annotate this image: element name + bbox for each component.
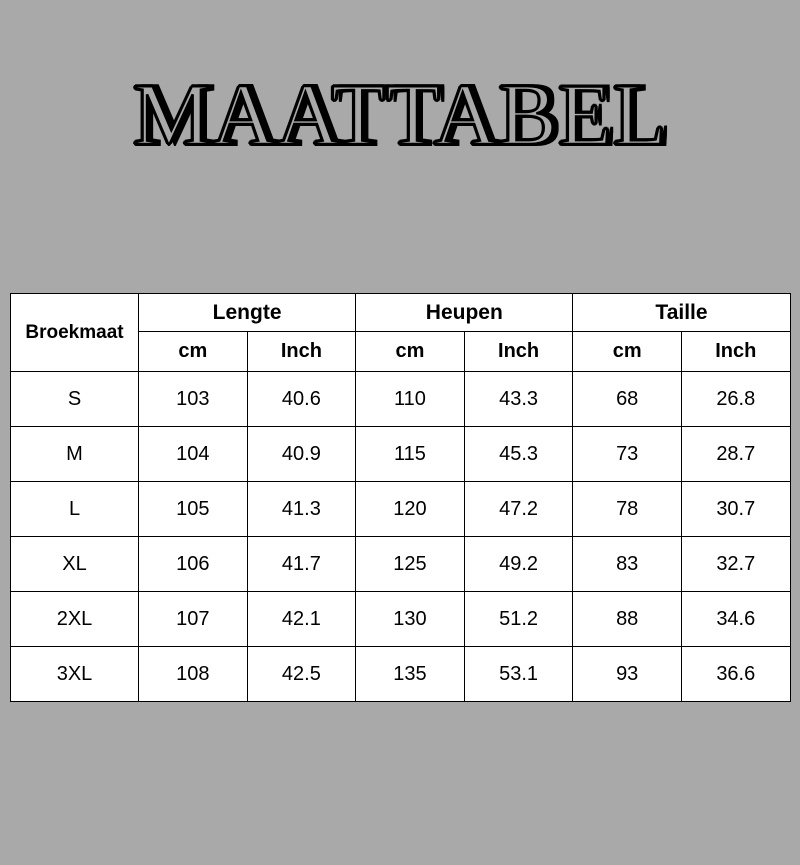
header-size: Broekmaat bbox=[11, 294, 139, 372]
cell-value: 51.2 bbox=[464, 592, 573, 647]
header-group-lengte: Lengte bbox=[139, 294, 356, 332]
page-title: MAATTABEL bbox=[0, 65, 800, 166]
cell-value: 47.2 bbox=[464, 482, 573, 537]
cell-value: 40.6 bbox=[247, 372, 356, 427]
cell-value: 93 bbox=[573, 647, 682, 702]
header-sub: Inch bbox=[681, 332, 790, 372]
table-row: L10541.312047.27830.7 bbox=[11, 482, 791, 537]
cell-value: 42.1 bbox=[247, 592, 356, 647]
table-row: XL10641.712549.28332.7 bbox=[11, 537, 791, 592]
cell-value: 78 bbox=[573, 482, 682, 537]
table-row: S10340.611043.36826.8 bbox=[11, 372, 791, 427]
header-group-taille: Taille bbox=[573, 294, 790, 332]
cell-value: 53.1 bbox=[464, 647, 573, 702]
cell-value: 32.7 bbox=[681, 537, 790, 592]
cell-size: L bbox=[11, 482, 139, 537]
header-sub: Inch bbox=[464, 332, 573, 372]
cell-value: 135 bbox=[356, 647, 465, 702]
table-head: Broekmaat Lengte Heupen Taille cm Inch c… bbox=[11, 294, 791, 372]
header-sub: cm bbox=[139, 332, 248, 372]
cell-size: 3XL bbox=[11, 647, 139, 702]
cell-value: 130 bbox=[356, 592, 465, 647]
cell-value: 34.6 bbox=[681, 592, 790, 647]
cell-value: 30.7 bbox=[681, 482, 790, 537]
cell-value: 73 bbox=[573, 427, 682, 482]
table-row: 3XL10842.513553.19336.6 bbox=[11, 647, 791, 702]
cell-value: 26.8 bbox=[681, 372, 790, 427]
cell-value: 83 bbox=[573, 537, 682, 592]
cell-size: S bbox=[11, 372, 139, 427]
cell-value: 36.6 bbox=[681, 647, 790, 702]
cell-value: 107 bbox=[139, 592, 248, 647]
header-group-heupen: Heupen bbox=[356, 294, 573, 332]
header-sub: cm bbox=[573, 332, 682, 372]
table-body: S10340.611043.36826.8M10440.911545.37328… bbox=[11, 372, 791, 702]
table-row: M10440.911545.37328.7 bbox=[11, 427, 791, 482]
cell-value: 41.7 bbox=[247, 537, 356, 592]
size-table-container: Broekmaat Lengte Heupen Taille cm Inch c… bbox=[10, 293, 790, 702]
cell-value: 49.2 bbox=[464, 537, 573, 592]
cell-value: 104 bbox=[139, 427, 248, 482]
cell-value: 28.7 bbox=[681, 427, 790, 482]
cell-value: 110 bbox=[356, 372, 465, 427]
cell-value: 120 bbox=[356, 482, 465, 537]
cell-value: 42.5 bbox=[247, 647, 356, 702]
cell-value: 108 bbox=[139, 647, 248, 702]
cell-value: 68 bbox=[573, 372, 682, 427]
header-sub: cm bbox=[356, 332, 465, 372]
cell-value: 115 bbox=[356, 427, 465, 482]
cell-value: 125 bbox=[356, 537, 465, 592]
cell-value: 88 bbox=[573, 592, 682, 647]
cell-value: 105 bbox=[139, 482, 248, 537]
cell-value: 106 bbox=[139, 537, 248, 592]
cell-value: 45.3 bbox=[464, 427, 573, 482]
cell-value: 43.3 bbox=[464, 372, 573, 427]
cell-size: 2XL bbox=[11, 592, 139, 647]
cell-value: 103 bbox=[139, 372, 248, 427]
cell-size: XL bbox=[11, 537, 139, 592]
cell-value: 41.3 bbox=[247, 482, 356, 537]
header-sub: Inch bbox=[247, 332, 356, 372]
size-table: Broekmaat Lengte Heupen Taille cm Inch c… bbox=[10, 293, 791, 702]
cell-value: 40.9 bbox=[247, 427, 356, 482]
table-row: 2XL10742.113051.28834.6 bbox=[11, 592, 791, 647]
cell-size: M bbox=[11, 427, 139, 482]
